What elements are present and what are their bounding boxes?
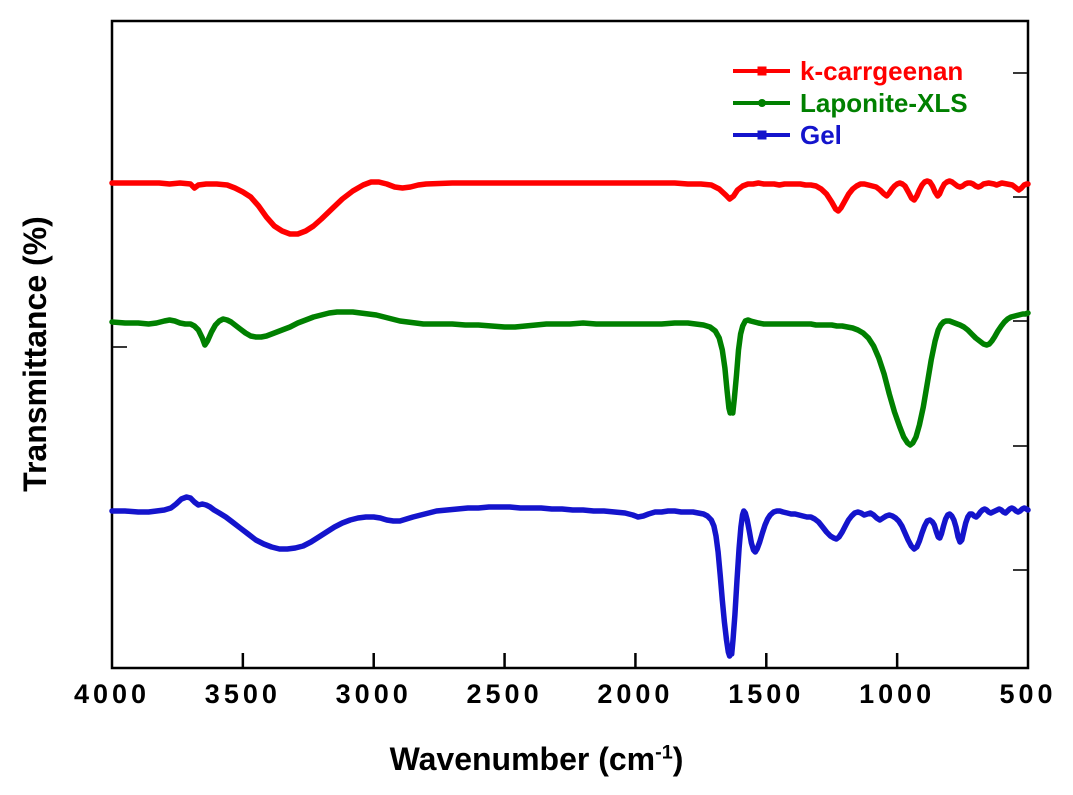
x-axis-title: Wavenumber (cm-1) [0, 741, 1073, 778]
x-tick-label-3000: 3000 [335, 679, 412, 709]
legend: k-carrgeenan Laponite-XLS Gel [733, 55, 968, 151]
legend-line-sample [733, 99, 790, 107]
legend-label: Laponite-XLS [800, 87, 968, 118]
spectrum-curve-k-carrgeenan [109, 178, 1031, 237]
spectrum-curve-laponite-xls [109, 309, 1031, 448]
x-tick-label-4000: 4000 [73, 679, 151, 709]
legend-label: Gel [800, 119, 842, 150]
x-tick-label-500: 500 [999, 679, 1057, 709]
x-tick-label-3500: 3500 [204, 679, 281, 709]
legend-entry-gel: Gel [733, 119, 968, 151]
spectrum-curve-gel [109, 494, 1031, 659]
legend-entry-laponite-xls: Laponite-XLS [733, 87, 968, 119]
plot-frame [110, 19, 1030, 670]
x-axis-title-superscript: -1 [655, 741, 673, 764]
x-tick-label-2500: 2500 [466, 679, 543, 709]
legend-line-sample [733, 66, 790, 76]
legend-label: k-carrgeenan [800, 55, 964, 86]
x-tick-label-1000: 1000 [859, 679, 936, 709]
legend-entry-k-carrgeenan: k-carrgeenan [733, 55, 968, 87]
legend-square-marker-icon [757, 130, 766, 140]
legend-dot-marker-icon [757, 99, 766, 107]
x-tick-label-2000: 2000 [597, 679, 674, 709]
x-axis-title-close: ) [672, 741, 684, 777]
x-tick-label-1500: 1500 [728, 679, 805, 709]
x-axis-title-main: Wavenumber (cm [389, 741, 656, 777]
legend-square-marker-icon [757, 66, 766, 76]
legend-line-sample [733, 130, 790, 140]
y-axis-title: Transmittance (%) [17, 216, 53, 492]
